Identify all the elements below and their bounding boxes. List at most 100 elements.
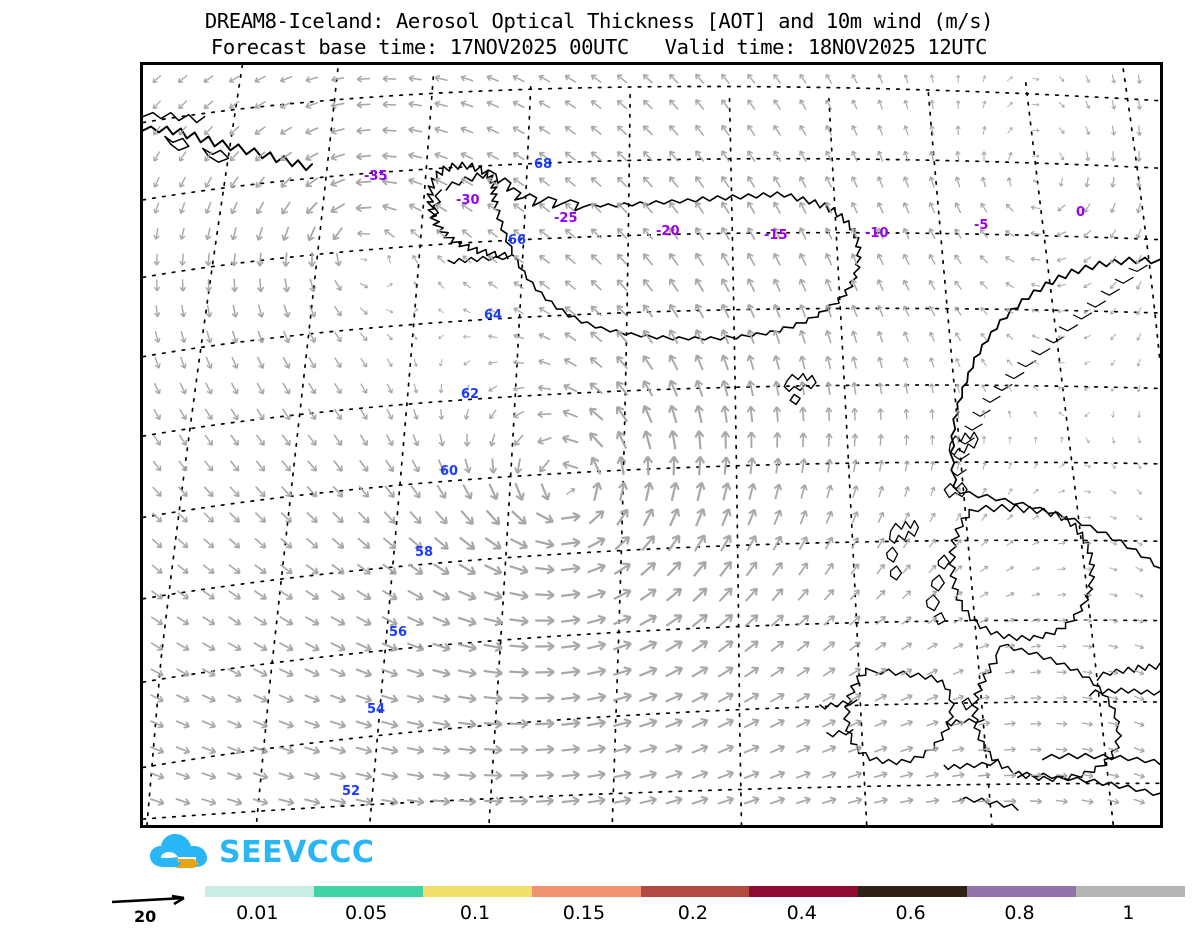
wind-arrow [590, 74, 602, 84]
wind-arrow [458, 563, 477, 576]
wind-arrow [489, 409, 497, 420]
wind-arrow [201, 772, 217, 781]
wind-arrow [382, 75, 397, 83]
wind-arrow [411, 459, 420, 473]
wind-arrow [460, 510, 474, 526]
wind-arrow [1033, 462, 1038, 469]
wind-arrow [822, 667, 836, 677]
wind-arrow [877, 356, 884, 369]
wind-arrow [978, 720, 991, 727]
wind-arrow [955, 100, 961, 109]
wind-arrow [613, 770, 632, 780]
wind-arrow [386, 333, 393, 341]
wind-arrow [564, 202, 576, 213]
wind-arrow [695, 227, 705, 241]
wind-arrow [334, 357, 342, 369]
wind-arrow [851, 99, 858, 110]
wind-arrow [981, 151, 987, 162]
wind-arrow [203, 125, 214, 136]
wind-arrow [510, 796, 529, 806]
wind-arrow [691, 744, 709, 754]
wind-arrow [150, 668, 164, 677]
wind-arrow [1083, 567, 1092, 572]
wind-arrow [1003, 772, 1017, 779]
map-plot-area[interactable]: -35-30-25-20-15-10-505 68666462605856545… [140, 62, 1163, 828]
wind-arrow [902, 176, 910, 188]
wind-arrow [463, 360, 471, 366]
wind-arrow [876, 201, 884, 214]
wind-arrow [1031, 308, 1040, 313]
wind-arrow [178, 125, 187, 136]
wind-arrow [642, 329, 654, 344]
wind-arrow [824, 304, 832, 318]
wind-arrow [980, 539, 988, 547]
wind-arrow [668, 278, 679, 292]
wind-arrow [179, 253, 186, 266]
wind-arrow [304, 642, 320, 652]
wind-arrow [483, 564, 503, 576]
wind-arrow [1005, 256, 1015, 263]
wind-arrow [564, 332, 577, 342]
wind-arrow [878, 485, 885, 498]
wind-arrow [535, 512, 554, 524]
wind-arrow [509, 641, 529, 652]
colorbar-segment [858, 886, 968, 897]
wind-arrow [928, 564, 937, 574]
wind-arrow [1085, 100, 1091, 109]
wind-arrow [797, 588, 809, 601]
wind-arrow [304, 746, 321, 755]
wind-arrow [616, 330, 628, 344]
wind-arrow [330, 153, 345, 161]
wind-arrow [1109, 567, 1118, 572]
wind-arrow [955, 383, 961, 393]
wind-arrow [639, 744, 658, 754]
wind-arrow [413, 358, 418, 367]
wind-arrow [668, 150, 679, 162]
wind-arrow [590, 202, 602, 213]
wind-arrow [747, 99, 756, 110]
wind-arrow [382, 126, 397, 135]
wind-arrow [796, 667, 811, 678]
wind-arrow [850, 201, 858, 214]
wind-arrow [717, 744, 735, 754]
wind-arrow [483, 719, 503, 729]
wind-arrow [1057, 334, 1066, 339]
wind-arrow [228, 538, 241, 549]
wind-arrow [1057, 541, 1066, 545]
wind-arrow [695, 73, 705, 85]
wind-arrow [1006, 540, 1014, 546]
wind-arrow [512, 100, 525, 109]
wind-arrow [773, 73, 782, 84]
wind-arrow [669, 481, 680, 501]
wind-arrow [535, 666, 555, 678]
wind-arrow [434, 177, 448, 186]
wind-arrow [1110, 176, 1116, 188]
wind-arrow [642, 304, 654, 318]
aot-colorbar[interactable]: 0.01 0.05 0.1 0.15 0.2 0.4 0.6 0.8 1 [205, 886, 1186, 928]
seevccc-logo[interactable]: SEEVCCC [148, 833, 374, 873]
wind-arrow [1030, 205, 1041, 211]
wind-arrow [205, 304, 213, 318]
wind-arrow [278, 746, 295, 755]
wind-arrow [665, 769, 683, 779]
wind-arrow [769, 770, 786, 779]
wind-arrow [1109, 255, 1117, 264]
wind-arrow [590, 279, 602, 291]
wind-arrow [902, 253, 910, 266]
wind-arrow [150, 642, 164, 651]
wind-arrow [798, 278, 807, 292]
wind-arrow [282, 382, 291, 395]
wind-arrow [981, 513, 988, 522]
wind-arrow [488, 433, 496, 447]
wind-arrow [642, 99, 654, 110]
wind-arrow [384, 485, 395, 499]
colorbar-tick-label: 0.6 [895, 902, 926, 924]
wind-arrow [928, 202, 936, 214]
wind-arrow [877, 99, 884, 110]
wind-arrow [333, 460, 343, 472]
wind-arrow [668, 303, 679, 318]
wind-arrow [1136, 307, 1142, 316]
wind-arrow [721, 150, 730, 162]
wind-arrow [412, 434, 420, 447]
wind-arrow [824, 201, 833, 214]
